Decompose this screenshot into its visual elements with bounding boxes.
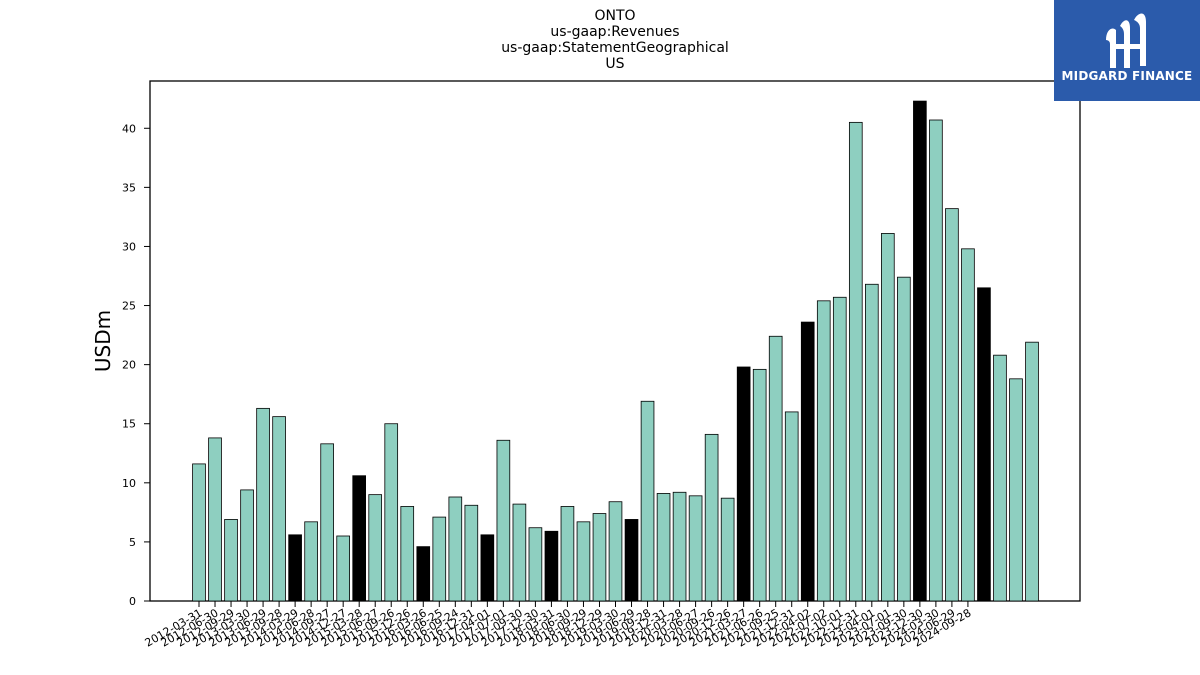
bar <box>368 494 383 602</box>
bar <box>240 489 254 602</box>
bar <box>304 521 318 602</box>
bar <box>336 535 350 602</box>
bar <box>832 296 847 602</box>
y-axis: 0 5 10 15 20 25 30 35 40 <box>122 122 150 608</box>
bar <box>640 400 655 602</box>
bar <box>913 100 927 602</box>
bar <box>800 321 815 602</box>
chart-title: ONTOus-gaap:Revenuesus-gaap:StatementGeo… <box>501 8 729 72</box>
bar <box>208 437 222 602</box>
bar <box>736 366 751 602</box>
bar <box>512 503 527 602</box>
y-tick-label: 20 <box>122 359 136 372</box>
chart-title-line: ONTO <box>594 8 635 24</box>
bar <box>768 335 783 602</box>
bar <box>544 530 559 602</box>
bar <box>400 506 415 602</box>
bar <box>384 423 399 602</box>
bar <box>592 513 607 602</box>
y-tick-label: 0 <box>129 595 136 608</box>
y-tick-label: 30 <box>122 240 136 253</box>
chart-title-line: US <box>605 56 624 72</box>
bar <box>656 493 671 602</box>
bar <box>272 416 286 602</box>
bar <box>704 433 719 602</box>
bar <box>720 497 735 602</box>
y-tick-label: 5 <box>129 536 136 549</box>
bar <box>560 506 575 602</box>
bars-group <box>192 100 1039 602</box>
y-axis-label: USDm <box>91 310 115 372</box>
midgard-finance-logo-icon <box>1106 13 1146 68</box>
bar <box>881 233 895 602</box>
bar <box>848 121 863 602</box>
bar <box>576 521 591 602</box>
y-tick-label: 15 <box>122 418 136 431</box>
bar <box>865 283 879 602</box>
y-tick-label: 35 <box>122 181 136 194</box>
y-tick-label: 40 <box>122 122 136 135</box>
bar <box>688 495 703 602</box>
bar <box>672 491 687 602</box>
bar <box>993 354 1007 602</box>
bar <box>416 546 431 602</box>
bar <box>1025 341 1039 602</box>
bar <box>961 248 975 602</box>
bar <box>432 516 447 602</box>
midgard-finance-logo: MIDGARD FINANCE <box>1054 0 1200 101</box>
bar <box>192 463 206 602</box>
bar <box>897 276 911 602</box>
bar <box>448 496 463 602</box>
bar <box>256 407 270 602</box>
bar <box>784 411 799 602</box>
bar <box>624 519 639 602</box>
y-tick-label: 10 <box>122 477 136 490</box>
bar <box>352 475 366 602</box>
bar <box>608 501 623 602</box>
bar <box>752 368 767 602</box>
bar <box>320 443 334 602</box>
bar <box>1009 378 1023 602</box>
bar <box>977 287 991 602</box>
x-axis: 2012-03-312012-06-302012-09-292013-03-30… <box>143 601 973 650</box>
bar <box>528 527 543 602</box>
chart-title-line: us-gaap:Revenues <box>550 24 679 40</box>
bar <box>496 439 511 602</box>
bar <box>464 504 479 602</box>
bar <box>288 534 302 602</box>
bar <box>945 208 959 602</box>
bar <box>480 534 495 602</box>
bar <box>929 119 943 602</box>
y-tick-label: 25 <box>122 300 136 313</box>
logo-text: MIDGARD FINANCE <box>1061 69 1193 83</box>
bar <box>224 519 238 602</box>
bar <box>816 300 831 602</box>
chart-title-line: us-gaap:StatementGeographical <box>501 40 729 56</box>
